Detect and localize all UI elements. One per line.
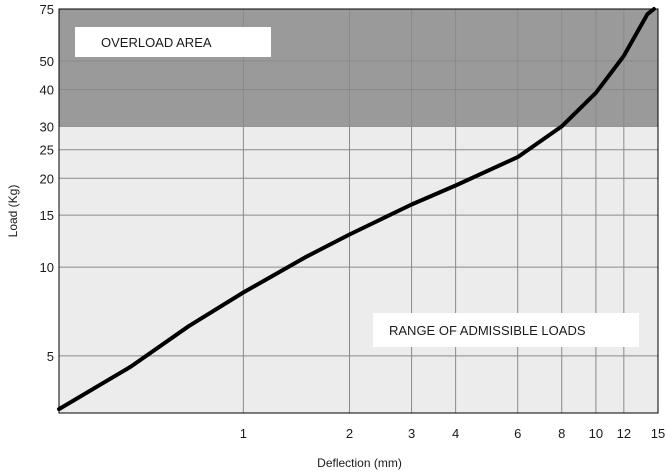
x-tick-label-4: 6 xyxy=(514,426,521,441)
admissible-area-label: RANGE OF ADMISSIBLE LOADS xyxy=(389,323,586,338)
overload-area-label: OVERLOAD AREA xyxy=(101,35,212,50)
admissible-area xyxy=(59,126,658,414)
overload-area xyxy=(59,9,658,127)
y-tick-label-5: 30 xyxy=(40,119,54,134)
y-tick-labels: 5 10 15 20 25 30 40 50 75 xyxy=(40,2,54,364)
x-tick-label-7: 12 xyxy=(617,426,631,441)
x-tick-labels: 1 2 3 4 6 8 10 12 15 xyxy=(240,426,666,441)
y-tick-label-7: 50 xyxy=(40,54,54,69)
y-tick-label-4: 25 xyxy=(40,143,54,158)
y-tick-label-8: 75 xyxy=(40,2,54,17)
y-tick-label-0: 5 xyxy=(47,349,54,364)
x-tick-label-2: 3 xyxy=(408,426,415,441)
x-tick-label-6: 10 xyxy=(589,426,603,441)
x-tick-label-1: 2 xyxy=(346,426,353,441)
x-tick-label-3: 4 xyxy=(452,426,459,441)
admissible-label-box xyxy=(373,313,639,347)
y-tick-label-1: 10 xyxy=(40,260,54,275)
plot-frame xyxy=(58,8,659,414)
y-tick-label-3: 20 xyxy=(40,171,54,186)
y-tick-label-6: 40 xyxy=(40,83,54,98)
x-tick-label-0: 1 xyxy=(240,426,247,441)
load-curve xyxy=(57,7,656,412)
overload-label-box xyxy=(75,27,271,57)
y-axis-title: Load (Kg) xyxy=(6,185,20,238)
x-tick-label-8: 15 xyxy=(651,426,665,441)
x-axis-title: Deflection (mm) xyxy=(317,456,402,470)
x-tick-label-5: 8 xyxy=(558,426,565,441)
y-tick-label-2: 15 xyxy=(40,208,54,223)
